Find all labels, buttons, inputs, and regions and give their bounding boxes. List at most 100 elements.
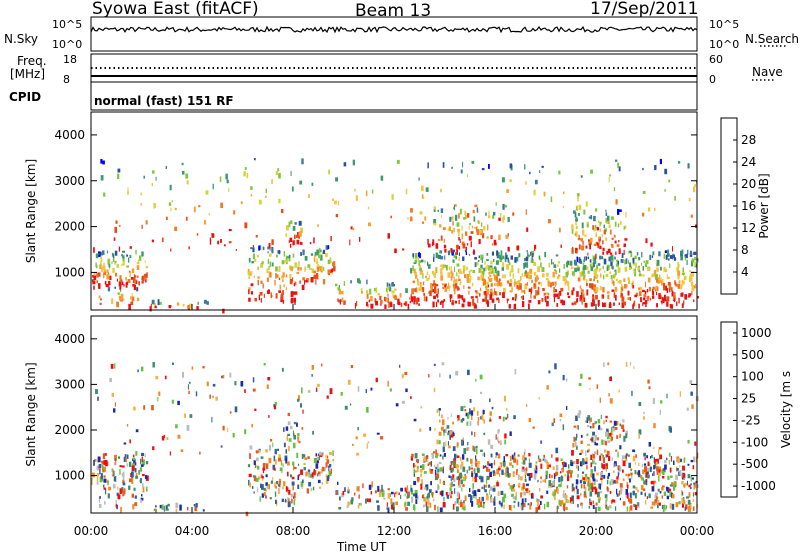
power-cell [464,210,467,216]
velocity-cell [412,504,416,510]
power-cell [128,270,131,273]
power-cell [458,257,460,262]
velocity-cell [450,476,452,482]
velocity-cell [464,409,467,412]
power-cell [278,266,281,272]
power-cell [208,212,210,216]
power-cell [537,286,540,291]
power-cell [576,265,579,268]
velocity-cell [406,492,410,499]
velocity-cell [658,475,660,482]
power-cell [603,258,607,265]
power-cell [555,270,558,275]
power-cell [505,254,508,260]
velocity-cell [257,487,259,493]
velocity-cell [692,465,695,470]
velocity-cell [481,486,484,490]
velocity-cell [637,502,639,507]
power-cell [491,298,495,303]
velocity-cell [535,461,538,464]
power-cell [495,260,499,265]
velocity-cell [586,417,589,423]
power-cell [615,199,618,205]
power-cell [444,285,447,288]
power-cell [223,244,226,247]
velocity-cell [202,366,205,369]
velocity-cell [386,502,388,507]
power-cell [592,299,595,303]
power-cell [170,248,172,252]
velocity-cell [449,487,452,492]
velocity-cell [265,474,268,478]
velocity-cell [105,488,107,495]
power-cell [182,303,185,307]
power-cell [489,278,493,283]
velocity-cell [436,452,439,456]
velocity-cell [404,371,408,375]
power-cell [497,270,500,277]
velocity-cell [520,476,523,481]
power-cell [187,305,190,309]
velocity-cell [410,484,412,490]
velocity-cell [509,455,512,461]
power-cell [422,281,425,286]
velocity-cell [194,506,197,512]
velocity-cell [152,446,155,451]
power-cell [604,228,607,232]
power-cell [590,283,594,289]
velocity-cell [600,453,603,456]
power-cell [465,231,468,236]
velocity-cell [462,466,466,472]
velocity-cell [584,473,588,479]
velocity-cell [354,492,356,496]
velocity-cell [347,501,350,506]
power-cell [517,268,520,274]
power-cell [610,243,614,247]
power-cell [433,222,437,226]
power-cell [252,245,254,248]
power-cell [292,291,296,295]
velocity-cell [128,485,131,490]
velocity-cell [653,446,655,449]
velocity-cell [599,397,601,403]
power-cell [298,220,302,226]
velocity-cell [499,473,501,477]
power-cell [681,292,684,297]
power-cell [419,286,422,291]
power-cell [589,278,592,281]
velocity-cell [638,402,642,407]
power-cell [640,299,643,303]
power-cell [121,263,123,266]
power-cell [598,240,601,246]
velocity-cell [420,483,423,490]
power-cell [314,251,317,256]
power-cell [647,207,651,212]
velocity-cell [473,490,477,496]
power-cell [269,272,272,278]
velocity-cell [265,495,267,499]
velocity-cell [301,387,303,394]
velocity-cell [452,503,455,510]
velocity-cell [471,416,473,420]
power-cell [309,242,312,245]
velocity-cell [453,484,456,487]
power-cell [603,230,606,235]
power-cell [516,256,519,262]
velocity-cell [648,493,651,499]
velocity-cell [607,487,609,492]
velocity-cell [572,487,575,491]
power-cell [641,251,643,258]
velocity-cell [500,490,504,495]
power-cell [507,246,510,252]
power-cell [614,273,616,280]
velocity-cell [99,468,101,475]
velocity-cell [297,484,300,489]
velocity-colorbar-frame [720,321,738,498]
power-cell [386,282,389,288]
power-cell [136,261,140,265]
velocity-cell [690,483,692,486]
velocity-cell [285,426,289,431]
velocity-cell [524,469,527,473]
power-cell [444,248,447,253]
power-cell [571,290,574,296]
